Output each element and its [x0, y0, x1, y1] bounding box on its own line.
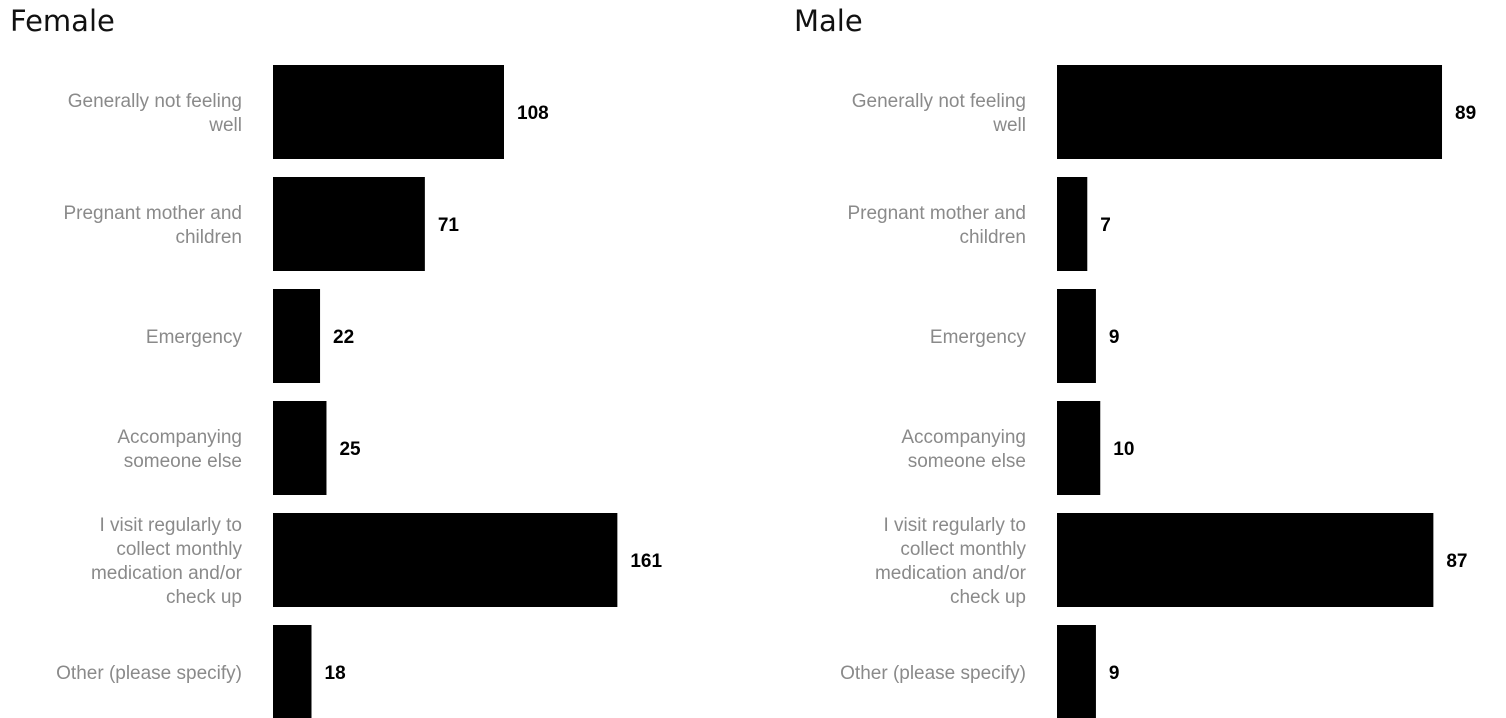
female-bar	[273, 513, 618, 607]
female-category-label-line: medication and/or	[91, 563, 243, 584]
female-category-label: Generally not feeling well	[68, 91, 242, 136]
male-category-label: I visit regularly to collect monthly medic…	[875, 515, 1027, 608]
female-bar	[273, 177, 425, 271]
female-category-label-line: Other (please specify)	[56, 663, 242, 684]
female-category-label: I visit regularly to collect monthly medic…	[91, 515, 243, 608]
male-category-label-line: medication and/or	[875, 563, 1027, 584]
female-category-label-line: Accompanying	[117, 427, 242, 448]
male-category-label-line: well	[992, 115, 1026, 136]
male-category-label-line: Emergency	[930, 327, 1027, 348]
male-category-label: Generally not feeling well	[852, 91, 1026, 136]
male-bar	[1057, 177, 1088, 271]
male-category-label: Accompanying someone else	[901, 427, 1026, 472]
female-bar	[273, 65, 504, 159]
female-category-label-line: check up	[166, 587, 242, 608]
female-category-label-line: Emergency	[146, 327, 243, 348]
female-bar	[273, 289, 321, 383]
female-category-label: Accompanying someone else	[117, 427, 242, 472]
male-bar	[1057, 625, 1096, 718]
male-category-label-line: collect monthly	[900, 539, 1026, 560]
male-category-label-line: Accompanying	[901, 427, 1026, 448]
male-value-label: 9	[1109, 663, 1120, 684]
female-value-label: 25	[339, 439, 361, 460]
male-category-label-line: children	[959, 227, 1026, 248]
male-category-label-line: Other (please specify)	[840, 663, 1026, 684]
male-category-label-line: Pregnant mother and	[847, 203, 1026, 224]
female-category-label-line: well	[208, 115, 242, 136]
male-chart-panel: Male Generally not feeling well 89 Pregnant…	[785, 0, 1506, 718]
male-bar	[1057, 65, 1443, 159]
male-value-label: 9	[1109, 327, 1120, 348]
female-value-label: 22	[333, 327, 354, 348]
male-value-label: 10	[1113, 439, 1134, 460]
female-chart-title: Female	[10, 4, 115, 38]
male-bar-chart: Generally not feeling well 89 Pregnant moth…	[840, 65, 1476, 718]
male-bar	[1057, 401, 1101, 495]
female-value-label: 161	[630, 551, 662, 572]
female-category-label: Emergency	[146, 327, 243, 348]
male-chart-title: Male	[794, 4, 863, 38]
female-value-label: 71	[438, 215, 460, 236]
female-bar	[273, 625, 312, 718]
male-category-label-line: I visit regularly to	[883, 515, 1026, 536]
male-value-label: 7	[1100, 215, 1111, 236]
female-category-label-line: Generally not feeling	[68, 91, 242, 112]
female-value-label: 108	[517, 103, 549, 124]
female-bar-chart: Generally not feeling well 108 Pregnant mot…	[56, 65, 662, 718]
male-category-label: Pregnant mother and children	[847, 203, 1026, 248]
female-bar	[273, 401, 327, 495]
female-category-label-line: someone else	[124, 451, 242, 472]
female-category-label-line: Pregnant mother and	[63, 203, 242, 224]
male-category-label-line: check up	[950, 587, 1026, 608]
male-bar	[1057, 289, 1096, 383]
male-bar	[1057, 513, 1434, 607]
male-category-label-line: Generally not feeling	[852, 91, 1026, 112]
male-value-label: 87	[1446, 551, 1467, 572]
male-value-label: 89	[1455, 103, 1476, 124]
female-category-label-line: children	[175, 227, 242, 248]
female-category-label: Pregnant mother and children	[63, 203, 242, 248]
female-category-label: Other (please specify)	[56, 663, 242, 684]
female-category-label-line: collect monthly	[116, 539, 242, 560]
male-category-label: Other (please specify)	[840, 663, 1026, 684]
female-value-label: 18	[325, 663, 346, 684]
female-chart-panel: Female Generally not feeling well 108 Pregn…	[10, 4, 662, 718]
female-category-label-line: I visit regularly to	[99, 515, 242, 536]
male-category-label-line: someone else	[908, 451, 1026, 472]
male-category-label: Emergency	[930, 327, 1027, 348]
